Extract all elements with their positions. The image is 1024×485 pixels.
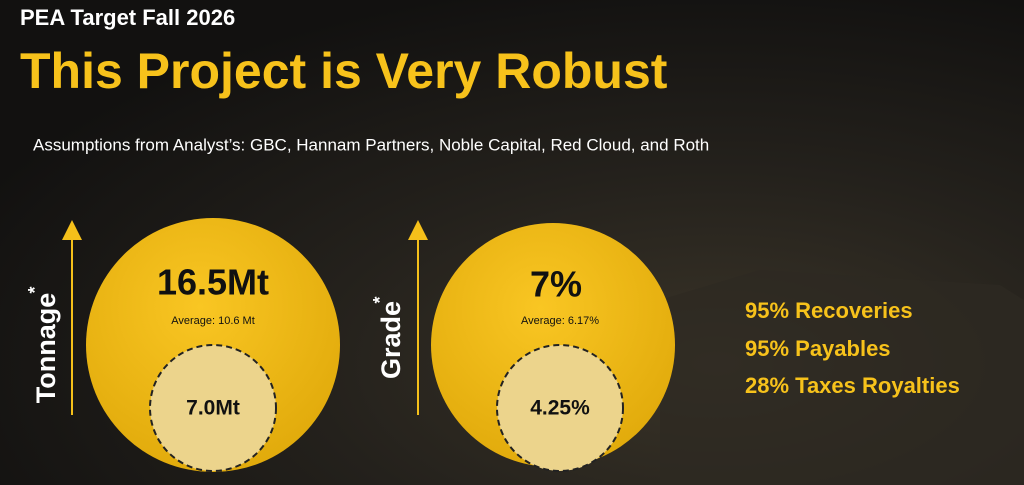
assumption: 95% Payables <box>745 336 891 361</box>
average: Average: 10.6 Mt <box>171 315 255 327</box>
asterisk: * <box>25 286 45 293</box>
target-value: 16.5Mt <box>157 262 269 303</box>
target-value: 7% <box>530 264 582 305</box>
average: Average: 6.17% <box>521 315 599 327</box>
subtitle: Assumptions from Analyst’s: GBC, Hannam … <box>33 135 709 154</box>
assumption: 28% Taxes Royalties <box>745 373 960 398</box>
kicker: PEA Target Fall 2026 <box>20 5 235 30</box>
assumption: 95% Recoveries <box>745 298 913 323</box>
title: This Project is Very Robust <box>20 43 668 99</box>
axis-label: Tonnage <box>31 293 61 404</box>
truck-silhouette <box>660 270 1024 485</box>
base-circle <box>496 344 624 472</box>
base-value: 4.25% <box>530 397 590 420</box>
asterisk: * <box>370 296 390 303</box>
base-value: 7.0Mt <box>186 397 240 420</box>
base-circle <box>149 344 277 472</box>
axis-label: Grade <box>376 301 406 379</box>
